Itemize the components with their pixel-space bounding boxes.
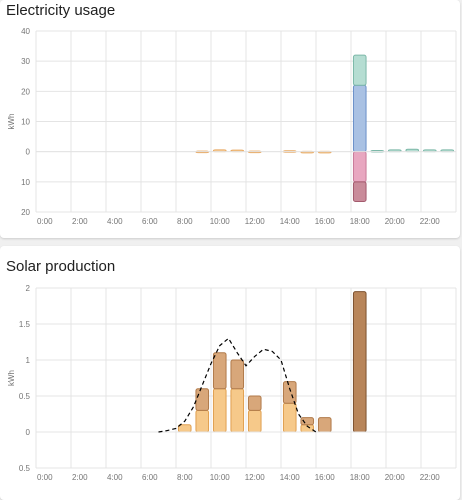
x-tick-label: 18:00 xyxy=(350,473,371,482)
bar-solar_consumed[interactable] xyxy=(352,54,367,86)
y-tick-label: 2 xyxy=(26,284,31,293)
y-tick-label: 1.5 xyxy=(19,320,31,329)
y-axis-label: kWh xyxy=(7,370,16,386)
bar-solar_upper[interactable] xyxy=(212,352,227,390)
x-tick-label: 2:00 xyxy=(72,217,88,226)
x-tick-label: 18:00 xyxy=(350,217,371,226)
x-tick-label: 10:00 xyxy=(210,217,231,226)
forecast-line xyxy=(158,337,317,433)
bar-solar_total[interactable] xyxy=(195,409,210,433)
bar-solar_total[interactable] xyxy=(212,388,227,433)
x-tick-label: 22:00 xyxy=(420,217,441,226)
bar-solar_dark[interactable] xyxy=(352,291,367,433)
y-tick-label: 20 xyxy=(21,87,30,96)
y-tick-label: 20 xyxy=(21,208,30,217)
y-axis-label: kWh xyxy=(7,114,16,130)
x-tick-label: 4:00 xyxy=(107,473,123,482)
bar-solar_upper[interactable] xyxy=(300,417,315,426)
electricity-usage-chart: 40 30 20 10 0 10 20 0:00 2:00 4:00 6:00 8:00 10:00 12… xyxy=(7,27,457,226)
card-title: Solar production xyxy=(6,258,116,275)
x-tick-label: 14:00 xyxy=(280,473,301,482)
y-tick-label: 0.5 xyxy=(19,392,31,401)
x-tick-label: 20:00 xyxy=(385,217,406,226)
x-tick-label: 14:00 xyxy=(280,217,301,226)
bar-solar_upper[interactable] xyxy=(195,388,210,411)
y-tick-label: 0 xyxy=(26,428,31,437)
x-tick-label: 16:00 xyxy=(315,217,336,226)
electricity-usage-card: Electricity usage 40 30 20 10 0 10 20 0:00 2:00 4… xyxy=(0,0,460,238)
x-tick-label: 4:00 xyxy=(107,217,123,226)
bar-solar_total[interactable] xyxy=(282,402,297,433)
bar-grid_import[interactable] xyxy=(352,84,367,153)
card-title: Electricity usage xyxy=(6,2,116,19)
bar-grid_export[interactable] xyxy=(352,151,367,183)
x-tick-label: 16:00 xyxy=(315,473,336,482)
y-tick-label: 30 xyxy=(21,57,30,66)
bar-solar_upper[interactable] xyxy=(317,417,332,433)
x-tick-label: 0:00 xyxy=(37,473,53,482)
x-tick-label: 8:00 xyxy=(177,217,193,226)
x-tick-label: 10:00 xyxy=(210,473,231,482)
bar-solar_total[interactable] xyxy=(230,388,245,433)
x-tick-label: 8:00 xyxy=(177,473,193,482)
x-tick-label: 20:00 xyxy=(385,473,406,482)
bar-solar_upper[interactable] xyxy=(230,359,245,390)
bar-solar_upper[interactable] xyxy=(282,381,297,404)
x-tick-label: 12:00 xyxy=(245,217,266,226)
y-tick-label: 40 xyxy=(21,27,30,36)
x-tick-label: 22:00 xyxy=(420,473,441,482)
y-tick-label: 10 xyxy=(21,178,30,187)
y-tick-label: 0 xyxy=(26,148,31,157)
x-tick-label: 2:00 xyxy=(72,473,88,482)
bar-solar_upper[interactable] xyxy=(247,395,262,411)
bar-solar_total[interactable] xyxy=(177,424,192,433)
y-tick-label: 0.5 xyxy=(19,464,31,473)
solar-production-chart: 2 1.5 1 0.5 0 0.5 0:00 2:00 4:00 6:00 8:00 10:00 12:… xyxy=(7,284,457,482)
x-tick-label: 0:00 xyxy=(37,217,53,226)
bar-battery_in[interactable] xyxy=(352,181,367,202)
x-tick-label: 12:00 xyxy=(245,473,266,482)
x-tick-label: 6:00 xyxy=(142,473,158,482)
y-tick-label: 10 xyxy=(21,118,30,127)
solar-production-card: Solar production 2 1.5 1 0.5 0 0.5 0:00 2:00 4:0… xyxy=(0,246,460,500)
x-tick-label: 6:00 xyxy=(142,217,158,226)
bar-solar_total[interactable] xyxy=(247,409,262,433)
y-tick-label: 1 xyxy=(26,356,31,365)
